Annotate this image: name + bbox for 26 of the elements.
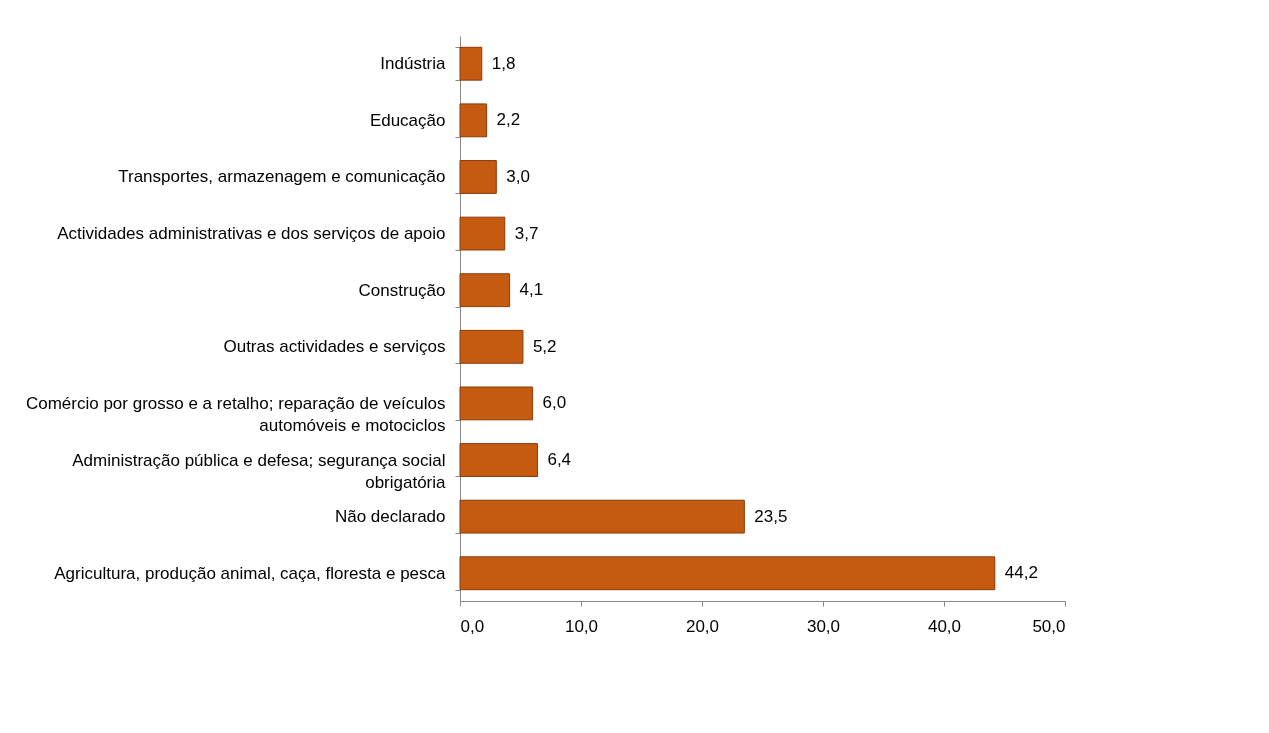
data-label: 3,0 <box>506 166 530 186</box>
y-tick-label: Actividades administrativas e dos serviços de apoio <box>57 224 446 244</box>
data-label: 1,8 <box>491 53 516 73</box>
x-tick-label: 40,0 <box>927 616 962 636</box>
data-label: 6,4 <box>547 450 572 470</box>
y-tick-label: Comércio por grosso e a retalho; reparação de veículos automóveis e motociclos <box>25 393 446 435</box>
x-tick-label: 0,0 <box>460 616 485 636</box>
y-tick-label: Não declarado <box>334 507 446 527</box>
x-tick-label: 30,0 <box>806 616 841 636</box>
y-tick-label: Construção <box>358 280 446 300</box>
data-label: 23,5 <box>754 506 788 526</box>
data-label: 5,2 <box>532 336 557 356</box>
x-tick-label: 50,0 <box>1032 616 1066 636</box>
y-tick-label: Transportes, armazenagem e comunicação <box>118 167 446 187</box>
y-tick-label: Outras actividades e serviços <box>223 337 446 357</box>
y-tick-label: Administração pública e defesa; segurança social obrigatória <box>72 450 447 492</box>
y-tick-label: Indústria <box>380 54 447 74</box>
y-tick-label: Agricultura, produção animal, caça, floresta e pesca <box>54 563 447 583</box>
data-label: 3,7 <box>514 223 539 243</box>
data-label: 6,0 <box>542 393 567 413</box>
data-label: 4,1 <box>519 280 544 300</box>
data-label: 2,2 <box>496 110 521 130</box>
data-label: 44,2 <box>1004 563 1038 583</box>
x-tick-label: 20,0 <box>685 616 720 636</box>
y-tick-label: Educação <box>369 110 446 130</box>
x-tick-label: 10,0 <box>564 616 599 636</box>
